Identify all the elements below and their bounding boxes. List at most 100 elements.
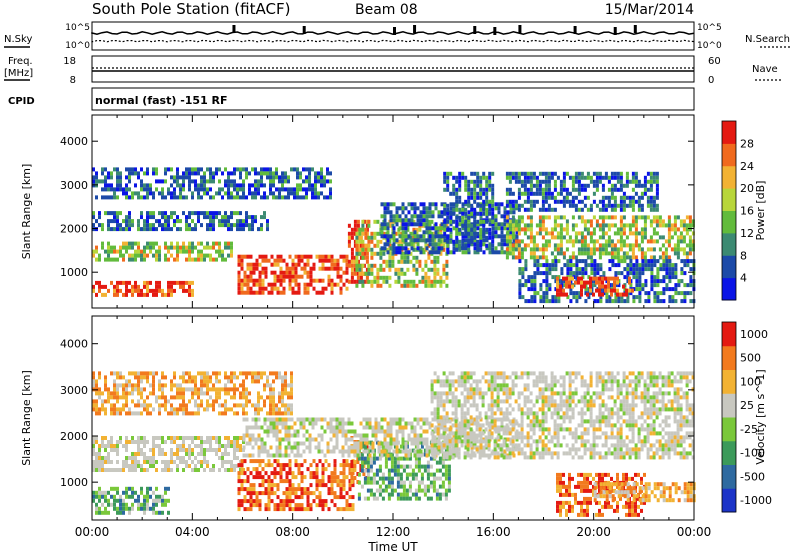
power-cell <box>137 292 140 297</box>
power-cell <box>562 255 566 260</box>
power-cell <box>649 219 653 224</box>
power-cell <box>197 219 200 224</box>
power-cell <box>598 223 602 228</box>
power-cell <box>574 203 578 208</box>
velocity-cell <box>369 468 373 473</box>
velocity-cell <box>423 464 427 469</box>
power-cell <box>122 219 125 224</box>
power-cell <box>653 263 657 268</box>
power-cell <box>242 183 245 188</box>
velocity-cell <box>426 488 430 493</box>
power-cell <box>270 282 274 287</box>
power-cell <box>143 257 146 262</box>
power-cell <box>110 219 113 224</box>
velocity-cell <box>246 467 250 472</box>
velocity-cell <box>152 490 155 495</box>
velocity-cell <box>239 383 242 388</box>
power-cell <box>116 167 119 172</box>
power-cell <box>361 243 365 248</box>
power-cell <box>628 255 632 260</box>
power-cell <box>260 215 263 220</box>
nsky-panel <box>91 21 695 51</box>
power-cell <box>303 254 307 259</box>
power-cell <box>485 235 489 240</box>
power-cell <box>385 247 389 252</box>
velocity-cell <box>230 460 233 464</box>
power-cell <box>161 215 164 220</box>
power-cell <box>470 214 474 219</box>
power-cell <box>547 171 551 176</box>
power-cell <box>538 183 542 188</box>
velocity-cell <box>131 440 134 444</box>
velocity-cell <box>143 498 146 503</box>
power-cell <box>303 270 307 275</box>
power-cell <box>512 238 516 243</box>
power-cell <box>203 257 206 262</box>
power-cell <box>598 284 601 289</box>
power-cell <box>179 280 182 285</box>
power-cell <box>545 263 549 268</box>
velocity-cell <box>119 395 122 400</box>
power-cell <box>625 195 629 200</box>
power-cell <box>427 283 431 288</box>
nsearch-tick-high: 10^5 <box>697 23 722 33</box>
power-cell <box>131 219 134 224</box>
power-cell <box>339 290 343 295</box>
power-cell <box>355 255 359 260</box>
power-cell <box>290 187 293 192</box>
power-cell <box>589 276 592 281</box>
velocity-cell <box>278 371 281 376</box>
velocity-cell <box>212 468 215 472</box>
velocity-cell <box>113 391 116 396</box>
power-cell <box>161 211 164 216</box>
power-cell <box>623 267 627 272</box>
power-cell <box>275 187 278 192</box>
velocity-cell <box>447 464 451 469</box>
power-cell <box>656 271 660 276</box>
power-cell <box>631 175 635 180</box>
power-cell <box>110 195 113 200</box>
power-cell <box>347 243 351 248</box>
power-cell <box>194 223 197 228</box>
power-cell <box>227 245 230 250</box>
power-cell <box>503 218 507 223</box>
power-cell <box>440 214 444 219</box>
velocity-cell <box>402 480 406 485</box>
velocity-cell <box>158 498 161 503</box>
velocity-cell <box>237 507 241 512</box>
velocity-cell <box>188 448 191 452</box>
velocity-cell <box>278 411 281 416</box>
power-cell <box>254 183 257 188</box>
power-cell <box>427 219 431 224</box>
power-cell <box>470 231 474 236</box>
power-cell <box>382 267 386 272</box>
power-cell <box>425 218 429 223</box>
velocity-cell <box>143 375 146 380</box>
power-cell <box>218 249 221 254</box>
power-cell <box>575 275 579 280</box>
velocity-cell <box>444 448 448 453</box>
power-cell <box>491 250 495 255</box>
velocity-cell <box>194 383 197 388</box>
velocity-cell <box>200 403 203 408</box>
power-cell <box>345 258 349 263</box>
velocity-cell <box>158 411 161 416</box>
velocity-cell <box>327 479 331 484</box>
velocity-cell <box>396 472 400 477</box>
power-cell <box>237 290 241 295</box>
power-cell <box>586 175 590 180</box>
velocity-cell <box>366 464 370 469</box>
nsky-trace <box>91 31 695 35</box>
power-cell <box>643 223 647 228</box>
power-cell <box>116 215 119 220</box>
power-cell <box>601 207 605 212</box>
power-cell <box>589 207 593 212</box>
velocity-cell <box>134 383 137 388</box>
power-cell <box>643 227 647 232</box>
velocity-cell <box>233 448 236 452</box>
power-cell <box>188 187 191 192</box>
power-cell <box>367 267 371 272</box>
velocity-cell <box>285 471 289 476</box>
power-cell <box>632 295 636 300</box>
velocity-cell <box>267 475 271 480</box>
